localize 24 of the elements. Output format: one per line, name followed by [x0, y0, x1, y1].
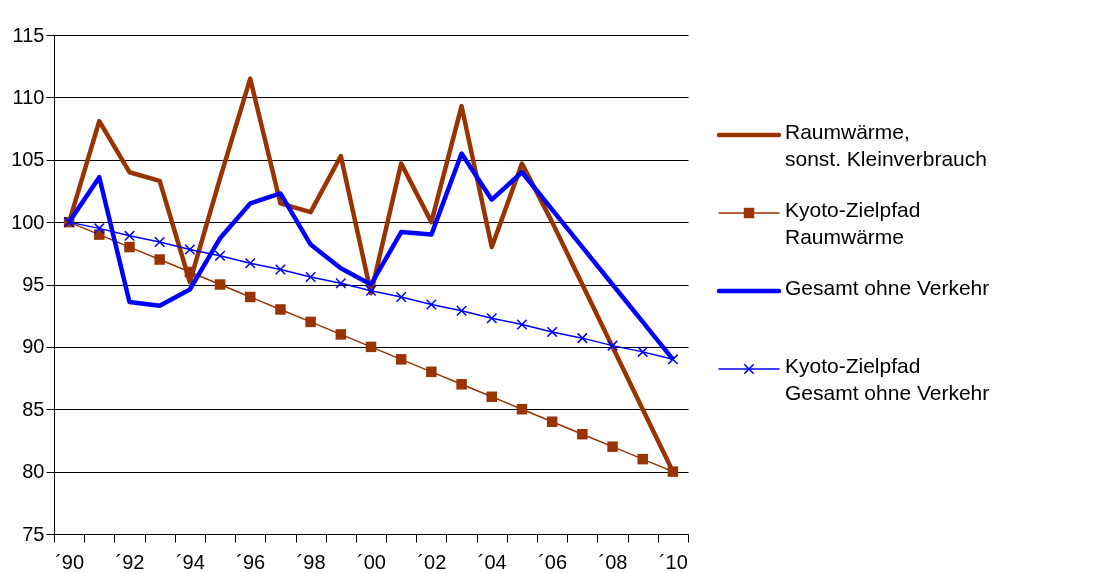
y-tick-label: 80 — [22, 460, 45, 483]
x-tick-label: ´10 — [658, 550, 688, 573]
legend-label: Kyoto-Zielpfad Gesamt ohne Verkehr — [785, 354, 990, 404]
y-tick-label: 95 — [22, 273, 45, 295]
y-tick-label: 75 — [22, 522, 45, 545]
legend-label: Gesamt ohne Verkehr — [785, 276, 990, 299]
x-tick-label: ´02 — [417, 550, 447, 573]
y-tick-label: 110 — [12, 85, 45, 108]
x-tick-label: ´98 — [296, 550, 326, 573]
legend-label: Raumwärme, sonst. Kleinverbrauch — [785, 120, 987, 170]
y-tick-label: 105 — [11, 148, 45, 171]
y-tick-label: 100 — [11, 210, 45, 233]
x-tick-label: ´04 — [477, 550, 507, 573]
legend-label: Kyoto-Zielpfad Raumwärme — [785, 198, 921, 248]
x-tick-label: ´00 — [357, 550, 386, 573]
y-tick-label: 115 — [12, 23, 45, 46]
x-tick-label: ´90 — [55, 550, 85, 573]
y-tick-label: 90 — [22, 335, 45, 358]
x-tick-label: ´92 — [115, 550, 145, 573]
x-tick-label: ´08 — [598, 550, 628, 573]
y-tick-label: 85 — [22, 397, 45, 420]
x-tick-label: ´94 — [175, 550, 205, 573]
x-tick-label: ´96 — [236, 550, 266, 573]
x-tick-label: ´06 — [538, 550, 568, 573]
